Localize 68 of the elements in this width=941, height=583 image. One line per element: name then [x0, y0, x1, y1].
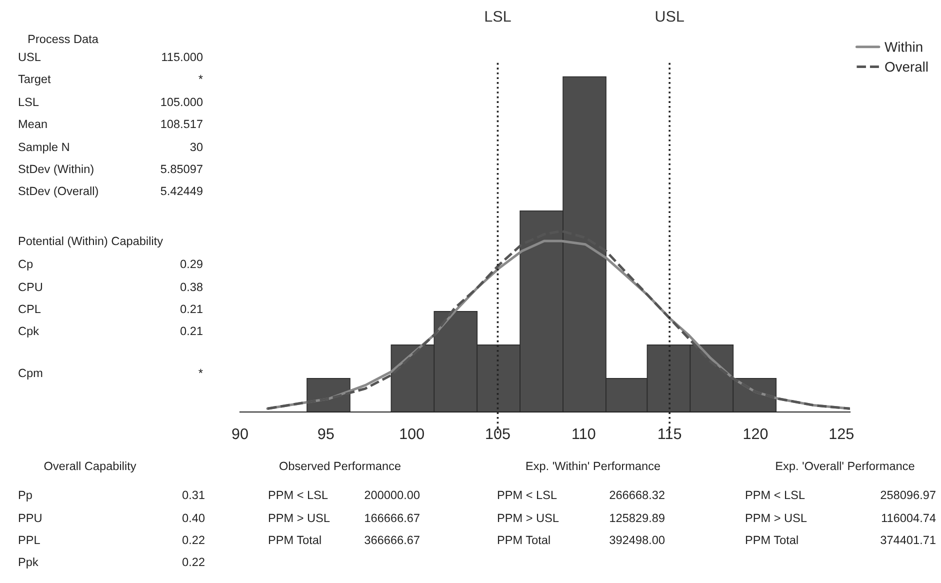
text: 105.000 [161, 98, 203, 106]
x-tick-label: 115 [658, 428, 682, 440]
text: 5.42449 [160, 186, 202, 196]
text: Pp [18, 490, 32, 502]
text: 200000.00 [364, 490, 420, 500]
text: 0.31 [182, 490, 204, 500]
text: Observed Performance [280, 461, 400, 470]
text: 5.85097 [160, 164, 202, 174]
text: LSL [18, 98, 39, 106]
legend-label: Within [884, 42, 922, 52]
text: Sample N [18, 142, 69, 154]
legend-label: Overall [885, 62, 928, 72]
text: PPM < LSL [498, 490, 557, 500]
text: PPM Total [268, 535, 321, 544]
ref-line-label: USL [656, 10, 684, 22]
text: 108.517 [161, 120, 202, 128]
text: StDev (Within) [18, 164, 94, 176]
text: Ppk [18, 557, 38, 569]
x-tick-label: 125 [830, 428, 854, 440]
text: PPM > USL [268, 514, 330, 522]
x-tick-label: 90 [232, 428, 248, 440]
x-tick-label: 110 [572, 428, 596, 440]
text: PPM Total [746, 535, 798, 544]
text: PPM > USL [498, 514, 559, 522]
x-tick-label: 105 [486, 428, 510, 440]
x-tick-label: 95 [318, 428, 334, 440]
text: Mean [18, 120, 47, 128]
text: PPM < LSL [746, 490, 805, 500]
text: 166666.67 [365, 514, 420, 522]
text: 374401.71 [880, 536, 936, 544]
text: Cpk [18, 326, 40, 338]
text: 115.000 [162, 52, 203, 62]
text: 0.21 [180, 304, 202, 314]
text: 0.38 [180, 282, 202, 292]
text: 258096.97 [880, 490, 936, 500]
text: PPM > USL [746, 514, 807, 522]
text: 392498.00 [610, 536, 665, 544]
text: 125829.89 [610, 514, 664, 522]
text: CPL [18, 304, 41, 314]
text: * [198, 368, 203, 374]
text: Cp [18, 260, 33, 270]
text: 0.22 [182, 536, 204, 544]
text: PPL [18, 536, 40, 544]
text: Exp. 'Within' Performance [526, 461, 660, 473]
text: 366666.67 [364, 536, 420, 544]
text: 0.40 [182, 514, 205, 522]
ref-line-label: LSL [485, 10, 511, 22]
text: Overall Capability [44, 461, 136, 473]
text: Process Data [28, 34, 98, 44]
text: PPM < LSL [268, 490, 328, 500]
text: CPU [18, 282, 42, 292]
text: 30 [190, 142, 203, 152]
text: 0.22 [182, 558, 204, 566]
text: 0.21 [180, 326, 202, 336]
text: 266668.32 [610, 490, 664, 500]
text: Exp. 'Overall' Performance [776, 461, 914, 473]
text: PPU [18, 514, 42, 522]
x-tick-label: 120 [744, 428, 768, 440]
x-tick-label: 100 [400, 428, 424, 440]
text: PPM Total [498, 535, 550, 544]
text: Target [18, 74, 51, 86]
text: Cpm [18, 368, 42, 380]
text: USL [18, 52, 41, 62]
text: 116004.74 [882, 514, 936, 522]
text: StDev (Overall) [18, 186, 98, 198]
text: Potential (Within) Capability [18, 236, 163, 248]
text: * [198, 74, 203, 80]
text: 0.29 [180, 260, 202, 268]
